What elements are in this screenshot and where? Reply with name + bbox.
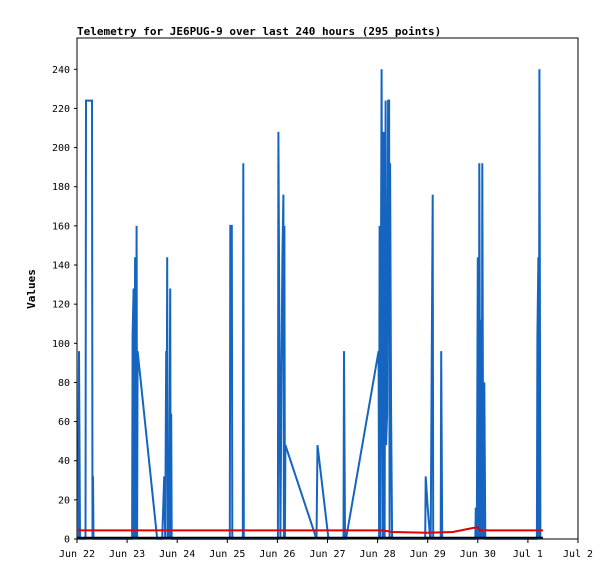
x-tick-label: Jun 29 — [410, 549, 446, 560]
x-axis-ticks: Jun 22 Jun 23 Jun 24 Jun 25 Jun 26 Jun 27 Jun … — [59, 539, 593, 560]
y-tick-label: 240 — [52, 65, 70, 76]
y-tick-label: 20 — [58, 495, 70, 506]
y-axis-ticks: 0 20 40 60 80 100 120 140 160 180 200 220 240 — [52, 65, 77, 546]
series-line-0 — [77, 69, 542, 540]
series-layer — [77, 69, 543, 540]
y-tick-label: 40 — [58, 456, 70, 467]
y-tick-label: 0 — [64, 535, 70, 546]
x-tick-label: Jun 30 — [460, 549, 496, 560]
x-tick-label: Jun 24 — [159, 549, 195, 560]
plot-frame — [76, 37, 579, 540]
chart-title: Telemetry for JE6PUG-9 over last 240 hou… — [77, 25, 441, 38]
x-tick-label: Jun 25 — [209, 549, 245, 560]
y-tick-label: 200 — [52, 143, 70, 154]
y-tick-label: 180 — [52, 182, 70, 193]
x-tick-label: Jul 2 — [563, 549, 593, 560]
x-tick-label: Jun 22 — [59, 549, 95, 560]
x-tick-label: Jun 27 — [309, 549, 345, 560]
x-tick-label: Jun 23 — [109, 549, 145, 560]
y-tick-label: 160 — [52, 221, 70, 232]
series-line-1 — [77, 526, 543, 534]
x-tick-label: Jun 26 — [259, 549, 295, 560]
y-tick-label: 100 — [52, 339, 70, 350]
y-axis-label: Values — [25, 269, 38, 309]
y-tick-label: 60 — [58, 417, 70, 428]
y-tick-label: 80 — [58, 378, 70, 389]
y-tick-label: 220 — [52, 104, 70, 115]
x-tick-label: Jul 1 — [513, 549, 543, 560]
x-tick-label: Jun 28 — [360, 549, 396, 560]
y-tick-label: 140 — [52, 261, 70, 272]
y-tick-label: 120 — [52, 300, 70, 311]
